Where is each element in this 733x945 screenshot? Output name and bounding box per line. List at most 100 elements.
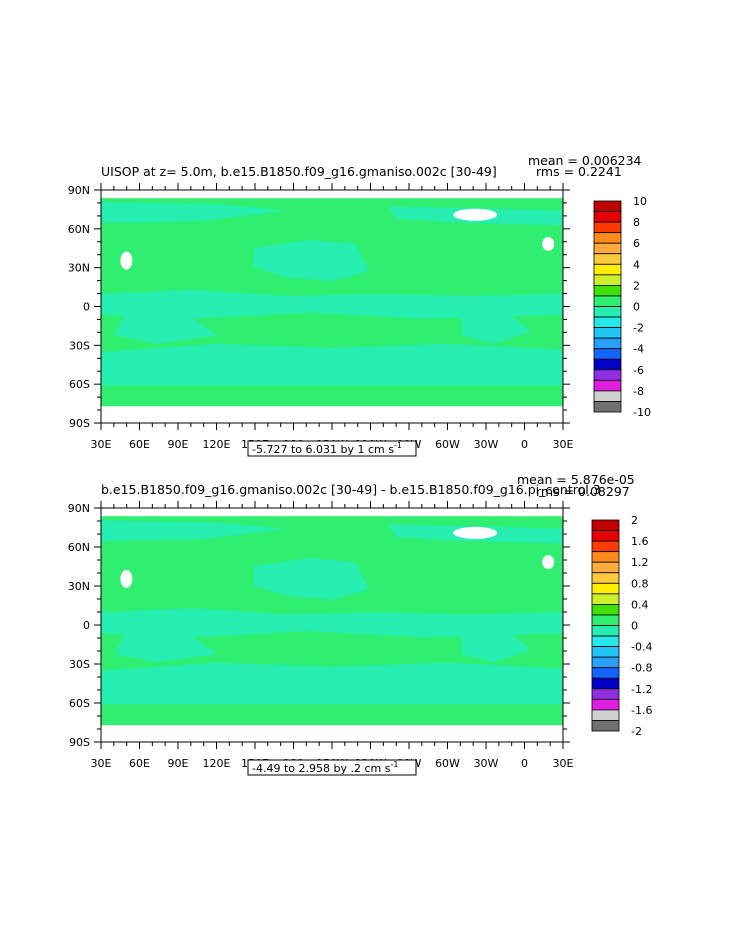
colorbar-label: 0 xyxy=(631,620,638,633)
range-label: -5.727 to 6.031 by 1 cm s-1 xyxy=(252,441,402,456)
y-tick-label: 30S xyxy=(69,658,90,671)
x-tick-label: 30W xyxy=(474,757,499,770)
y-tick-label: 60N xyxy=(68,223,90,236)
colorbar-label: -4 xyxy=(633,343,644,356)
x-tick-label: 90E xyxy=(168,757,189,770)
y-tick-label: 90N xyxy=(68,502,90,515)
y-tick-label: 60N xyxy=(68,541,90,554)
range-label-box xyxy=(247,759,417,776)
missing-value-region xyxy=(542,555,555,570)
colorbar-label: 0.4 xyxy=(631,598,649,611)
colorbar-swatch xyxy=(591,709,620,721)
x-tick-label: 30E xyxy=(91,438,112,451)
field-contour-patch xyxy=(461,312,531,344)
colorbar-swatch xyxy=(593,211,622,223)
colorbar-swatch xyxy=(593,200,622,212)
field-contour-patch xyxy=(253,239,369,282)
colorbar-swatch xyxy=(591,667,620,679)
colorbar-swatch xyxy=(593,242,622,255)
x-tick-label: 120E xyxy=(203,757,231,770)
colorbar-swatch xyxy=(593,390,622,402)
colorbar-swatch xyxy=(591,635,620,647)
y-tick-label: 60S xyxy=(69,378,90,391)
x-tick-label: 0 xyxy=(521,438,528,451)
colorbar-label: -2 xyxy=(631,725,642,738)
field-contour-patch xyxy=(101,289,563,319)
x-tick-label: 30W xyxy=(474,438,499,451)
field-contour-patch xyxy=(101,520,286,542)
panel1-mean: mean = 0.006234 xyxy=(528,153,642,168)
colorbar-swatch xyxy=(591,625,620,637)
colorbar-label: 4 xyxy=(633,258,640,271)
missing-value-region xyxy=(453,208,498,221)
colorbar-swatch xyxy=(591,551,620,563)
colorbar-label: 0.8 xyxy=(631,577,649,590)
colorbar-swatch xyxy=(591,720,620,732)
colorbar-label: 1.2 xyxy=(631,556,649,569)
colorbar-swatch xyxy=(591,677,620,690)
x-tick-label: 30E xyxy=(553,757,574,770)
x-tick-label: 60W xyxy=(435,757,460,770)
range-label: -4.49 to 2.958 by .2 cm s-1 xyxy=(252,760,398,775)
colorbar-label: -1.2 xyxy=(631,683,652,696)
field-contour-patch xyxy=(461,631,531,663)
colorbar-swatch xyxy=(593,337,622,350)
colorbar-swatch xyxy=(593,369,622,381)
colorbar-label: -6 xyxy=(633,364,644,377)
panel2-rms: rms = 0.08297 xyxy=(536,484,630,499)
colorbar-swatch xyxy=(591,582,620,595)
panel-1: 30E60E90E120E150E180150W120W90W60W30W030… xyxy=(68,183,651,457)
y-tick-label: 30S xyxy=(69,339,90,352)
missing-value-region xyxy=(120,569,133,588)
colorbar-swatch xyxy=(591,656,620,669)
x-tick-label: 0 xyxy=(521,757,528,770)
colorbar-label: 8 xyxy=(633,216,640,229)
colorbar-swatch xyxy=(593,295,622,307)
field-contour-patch xyxy=(101,202,286,224)
x-tick-label: 60E xyxy=(129,438,150,451)
y-tick-label: 0 xyxy=(83,619,90,632)
x-tick-label: 90E xyxy=(168,438,189,451)
colorbar-swatch xyxy=(593,379,622,392)
y-tick-label: 0 xyxy=(83,301,90,314)
range-label-box xyxy=(247,440,417,457)
colorbar-label: 0 xyxy=(633,301,640,314)
colorbar-swatch xyxy=(593,358,622,371)
missing-value-region xyxy=(542,236,555,251)
x-tick-label: 60E xyxy=(129,757,150,770)
colorbar-label: -0.4 xyxy=(631,641,652,654)
colorbar-label: -10 xyxy=(633,406,651,419)
panel-2: 30E60E90E120E150E180150W120W90W60W30W030… xyxy=(68,501,652,776)
colorbar-swatch xyxy=(591,604,620,616)
colorbar-swatch xyxy=(591,540,620,553)
x-tick-label: 120E xyxy=(203,438,231,451)
field-contour-patch xyxy=(114,314,217,344)
colorbar-label: 2 xyxy=(631,514,638,527)
colorbar-label: 2 xyxy=(633,279,640,292)
colorbar-label: -1.6 xyxy=(631,704,652,717)
colorbar-swatch xyxy=(591,698,620,711)
colorbar-swatch xyxy=(591,688,620,700)
colorbar-swatch xyxy=(591,530,620,542)
colorbar-swatch xyxy=(591,561,620,574)
colorbar-swatch xyxy=(591,519,620,531)
colorbar-swatch xyxy=(591,614,620,626)
colorbar-swatch xyxy=(591,572,620,584)
colorbar-label: 1.6 xyxy=(631,535,649,548)
colorbar-label: 6 xyxy=(633,237,640,250)
colorbar-swatch xyxy=(593,284,622,297)
colorbar-label: 10 xyxy=(633,195,647,208)
colorbar-swatch xyxy=(593,253,622,265)
colorbar-swatch xyxy=(591,593,620,605)
field-contour-patch xyxy=(101,343,563,386)
colorbar-swatch xyxy=(591,646,620,658)
colorbar-label: -2 xyxy=(633,322,644,335)
colorbar-swatch xyxy=(593,306,622,318)
y-tick-label: 90N xyxy=(68,184,90,197)
y-tick-label: 30N xyxy=(68,262,90,275)
panel1-title: UISOP at z= 5.0m, b.e15.B1850.f09_g16.gm… xyxy=(101,164,497,179)
colorbar-swatch xyxy=(593,327,622,339)
field-contour-patch xyxy=(253,558,369,600)
panel2-mean: mean = 5.876e-05 xyxy=(517,472,635,487)
